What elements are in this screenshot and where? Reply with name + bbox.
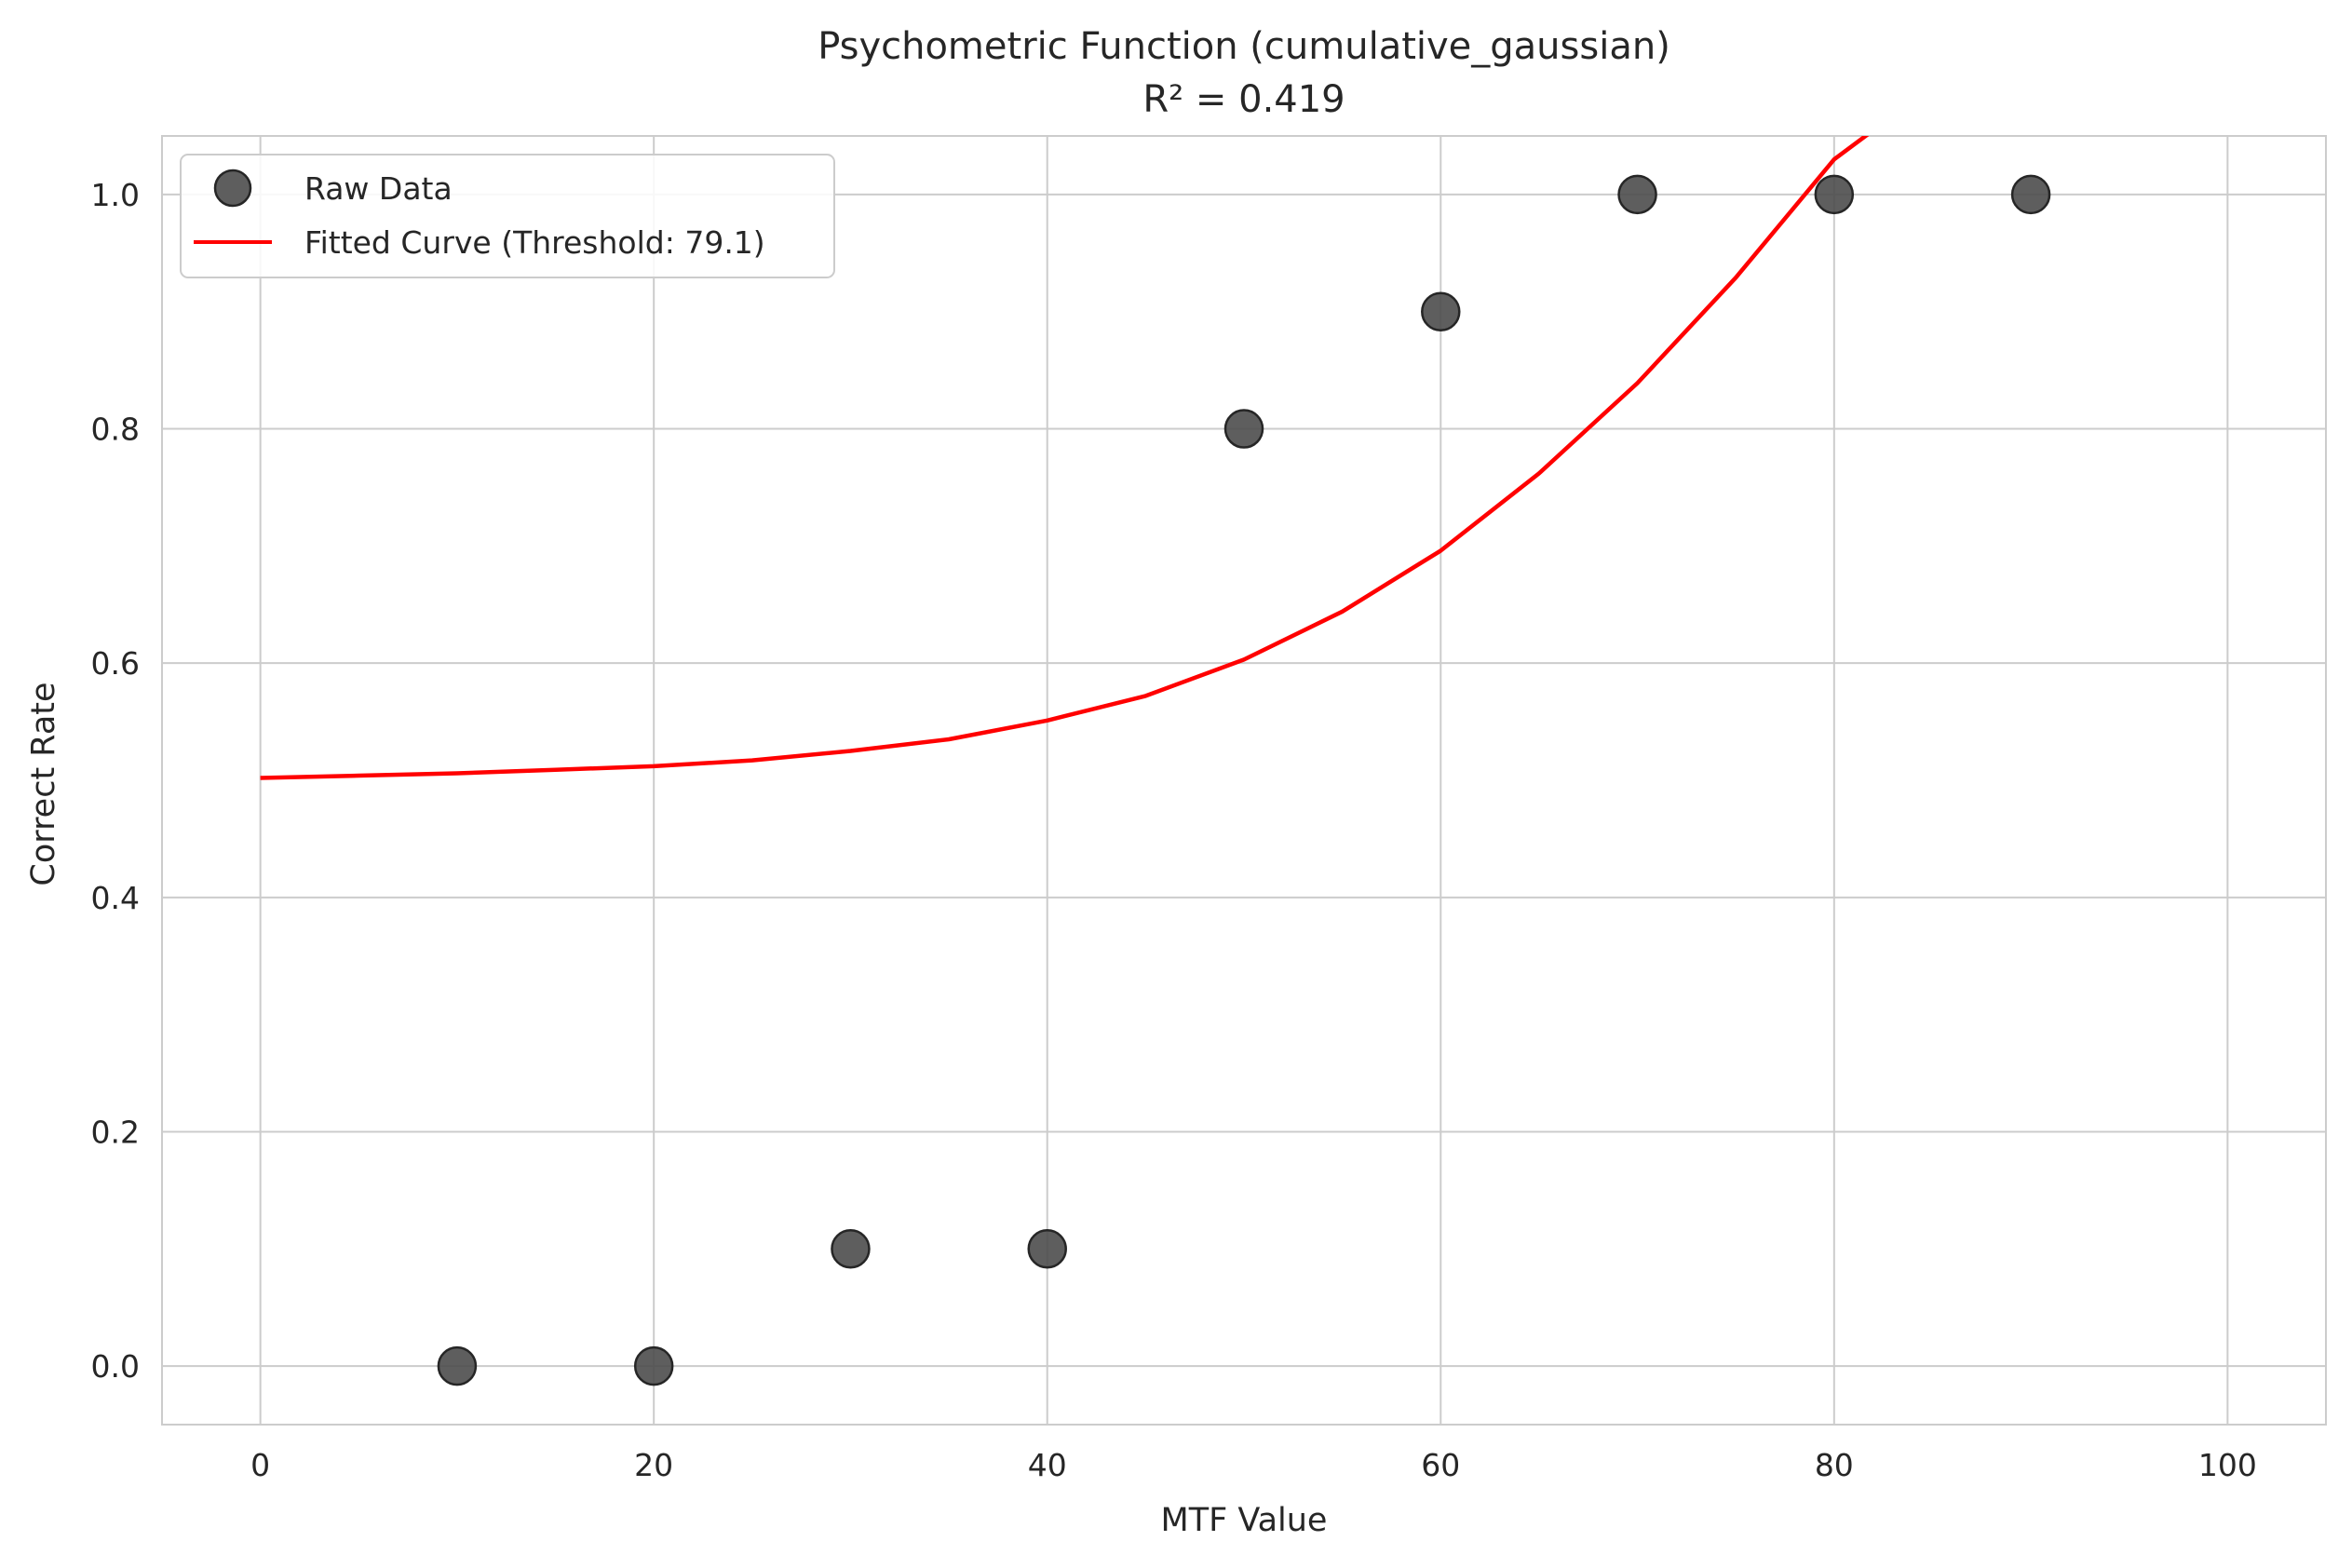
plot-area-frame [161,135,2327,1426]
chart-subtitle: R² = 0.419 [1142,78,1345,121]
fitted-curve-line [260,136,1870,780]
x-tick-label: 20 [634,1447,673,1483]
legend-raw-data-marker [213,169,252,208]
legend-box [180,154,835,278]
grid [162,136,2326,1425]
y-tick-label: 0.2 [91,1114,140,1150]
x-tick-label: 100 [2198,1447,2257,1483]
y-tick-label: 0.4 [91,880,140,916]
x-axis-label: MTF Value [1161,1502,1328,1539]
y-tick-label: 0.0 [91,1348,140,1385]
raw-data-point [1814,174,1855,215]
raw-data-point [437,1345,478,1386]
raw-data-point [1223,409,1264,449]
x-tick-label: 60 [1421,1447,1460,1483]
y-axis-label: Correct Rate [25,682,62,885]
legend-fitted-curve-label: Fitted Curve (Threshold: 79.1) [304,224,765,261]
raw-data-point [2010,174,2051,215]
legend: Raw Data Fitted Curve (Threshold: 79.1) [180,154,835,278]
fitted-curve-layer [260,136,1870,780]
x-tick-label: 80 [1815,1447,1854,1483]
raw-data-point [831,1229,871,1269]
raw-data-points [437,174,2051,1386]
raw-data-point [633,1345,674,1386]
chart-title: Psychometric Function (cumulative_gaussi… [818,25,1670,68]
y-tick-label: 0.8 [91,412,140,448]
x-tick-label: 0 [250,1447,270,1483]
x-tick-label: 40 [1028,1447,1067,1483]
legend-raw-data-label: Raw Data [304,170,453,207]
raw-data-point [1617,174,1657,215]
y-tick-label: 0.6 [91,645,140,682]
y-tick-label: 1.0 [91,177,140,213]
raw-data-point [1027,1229,1067,1269]
tick-labels: 0 20 40 60 80 100 0.0 0.2 0.4 0.6 0.8 1.0 [91,177,2257,1483]
raw-data-point [1421,291,1461,331]
